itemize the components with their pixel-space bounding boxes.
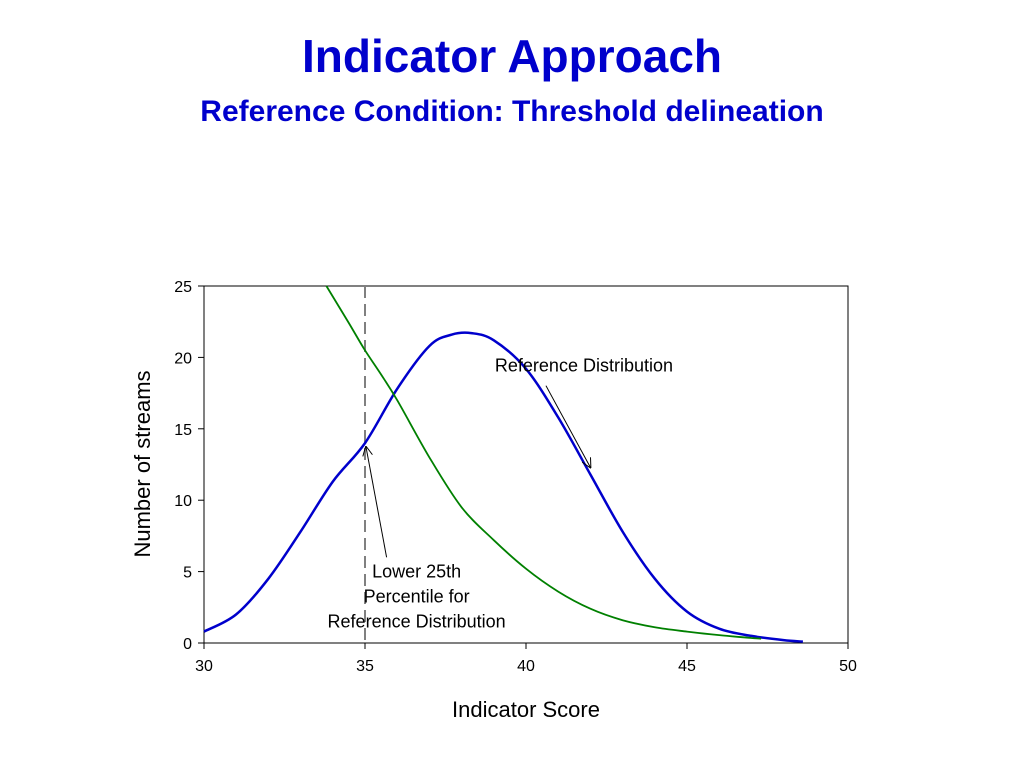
y-tick-label: 15 [174, 422, 192, 439]
chart-series [203, 285, 804, 643]
y-tick-label: 25 [174, 279, 192, 296]
slide-title: Indicator Approach [302, 30, 722, 82]
annotation-label-line: Reference Distribution [328, 611, 506, 631]
x-tick-label: 35 [356, 658, 374, 675]
reference-distribution-line [203, 331, 804, 643]
y-tick-label: 10 [174, 493, 192, 510]
y-axis-label: Number of streams [130, 370, 155, 557]
y-tick-label: 5 [183, 565, 192, 582]
chart-annotations: Reference Distribution Lower 25th Percenti… [328, 356, 673, 632]
annotation-arrow [545, 385, 590, 468]
x-tick-label: 50 [839, 658, 857, 675]
annotation-arrow [366, 447, 388, 558]
annotation-label: Reference Distribution [495, 356, 673, 376]
chart-axes [203, 285, 849, 644]
x-tick-label: 40 [517, 658, 535, 675]
x-axis-label: Indicator Score [452, 697, 600, 722]
y-tick-label: 20 [174, 350, 192, 367]
x-tick-label: 45 [678, 658, 696, 675]
annotation-label-line: Lower 25th [372, 561, 461, 581]
x-tick-label: 30 [195, 658, 213, 675]
comparison-distribution-line [325, 285, 762, 640]
chart-ticks: 30 35 40 45 50 0 5 10 15 20 25 [174, 279, 857, 675]
annotation-label-line: Percentile for [364, 586, 470, 606]
slide-subtitle: Reference Condition: Threshold delineati… [200, 95, 824, 128]
plot-area-frame [203, 285, 849, 644]
y-tick-label: 0 [183, 636, 192, 653]
